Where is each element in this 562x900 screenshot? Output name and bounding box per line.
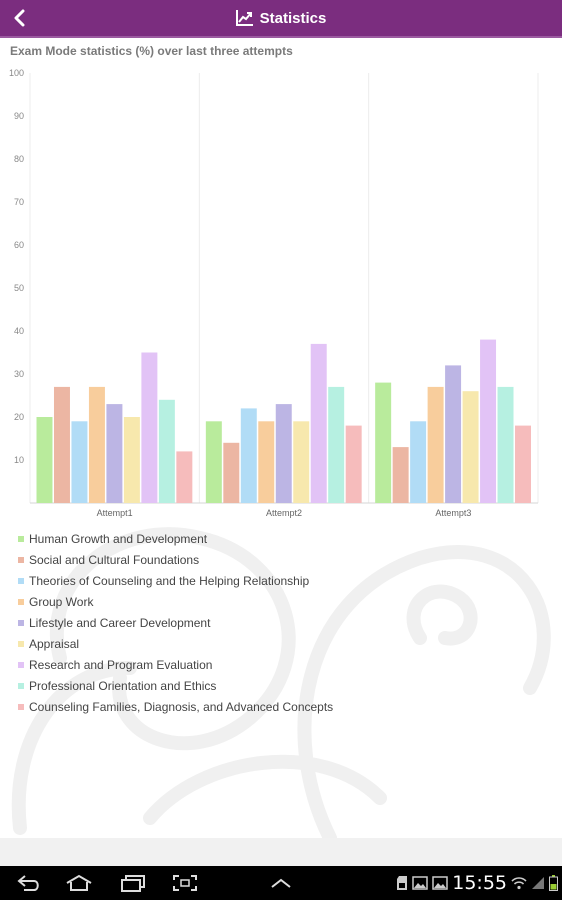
- bar: [515, 425, 531, 503]
- bar: [293, 421, 310, 503]
- gallery-icon: [412, 876, 428, 890]
- bar: [497, 386, 514, 503]
- chevron-left-icon: [14, 9, 25, 27]
- bar: [240, 408, 257, 503]
- recent-apps-icon: [121, 875, 145, 892]
- legend-item: Appraisal: [18, 633, 333, 654]
- sd-card-icon: [397, 876, 408, 890]
- wifi-icon: [511, 877, 527, 890]
- bar: [310, 343, 327, 503]
- content-area: Exam Mode statistics (%) over last three…: [0, 38, 562, 838]
- y-tick-label: 30: [14, 369, 24, 379]
- legend-item: Group Work: [18, 591, 333, 612]
- legend-item: Professional Orientation and Ethics: [18, 675, 333, 696]
- legend-item: Counseling Families, Diagnosis, and Adva…: [18, 696, 333, 717]
- legend-label: Professional Orientation and Ethics: [29, 678, 217, 693]
- legend-item: Lifestyle and Career Development: [18, 612, 333, 633]
- nav-screenshot-button[interactable]: [170, 870, 200, 896]
- x-tick-label: Attempt1: [97, 508, 133, 518]
- decorative-swirl-icon: [11, 527, 551, 838]
- bar: [88, 386, 105, 503]
- legend-swatch: [18, 661, 24, 668]
- bar: [176, 451, 193, 503]
- legend-label: Group Work: [29, 594, 94, 609]
- y-tick-label: 10: [14, 455, 24, 465]
- bar-chart: 10 20 30 40 50 60 70 80 90 100 Attempt1 Attempt2 Att…: [9, 68, 539, 518]
- bar: [445, 365, 462, 503]
- home-icon: [66, 874, 92, 891]
- bar: [427, 386, 444, 503]
- legend-label: Theories of Counseling and the Helping R…: [29, 573, 310, 588]
- back-icon: [17, 875, 39, 891]
- legend-swatch: [18, 535, 24, 542]
- bar: [71, 421, 88, 503]
- system-nav-bar: 15:55: [0, 866, 562, 900]
- bar: [410, 421, 427, 503]
- x-tick-label: Attempt3: [435, 508, 471, 518]
- legend-item: Social and Cultural Foundations: [18, 549, 333, 570]
- nav-recent-apps-button[interactable]: [118, 870, 148, 896]
- bar: [141, 352, 158, 503]
- chart-line-up-icon: [235, 10, 253, 26]
- chart-legend: Human Growth and Development Social and C…: [18, 528, 333, 717]
- bar: [53, 386, 70, 503]
- bar: [36, 417, 53, 503]
- bar: [223, 442, 240, 503]
- y-tick-label: 40: [14, 326, 24, 336]
- legend-label: Research and Program Evaluation: [29, 657, 213, 672]
- y-tick-label: 100: [9, 68, 24, 78]
- y-tick-label: 50: [14, 283, 24, 293]
- legend-swatch: [18, 640, 24, 647]
- legend-swatch: [18, 577, 24, 584]
- y-tick-label: 60: [14, 240, 24, 250]
- nav-back-button[interactable]: [14, 870, 44, 896]
- y-tick-label: 90: [14, 111, 24, 121]
- bar: [328, 386, 345, 503]
- legend-label: Social and Cultural Foundations: [29, 552, 200, 567]
- y-tick-label: 80: [14, 154, 24, 164]
- bar: [205, 421, 222, 503]
- bar: [258, 421, 275, 503]
- bar: [275, 404, 292, 503]
- legend-label: Lifestyle and Career Development: [29, 615, 211, 630]
- nav-menu-up-button[interactable]: [266, 870, 296, 896]
- title-wrap: Statistics: [0, 0, 562, 36]
- legend-label: Appraisal: [29, 636, 80, 651]
- status-area: 15:55: [396, 866, 558, 900]
- bar: [158, 399, 175, 503]
- legend-label: Counseling Families, Diagnosis, and Adva…: [29, 699, 334, 714]
- signal-icon: [532, 877, 544, 889]
- bar: [123, 417, 140, 503]
- bar: [106, 404, 123, 503]
- legend-label: Human Growth and Development: [29, 531, 208, 546]
- gallery-icon: [432, 876, 448, 890]
- legend-item: Theories of Counseling and the Helping R…: [18, 570, 333, 591]
- clock: 15:55: [452, 872, 507, 894]
- back-button[interactable]: [6, 4, 34, 32]
- nav-home-button[interactable]: [64, 870, 94, 896]
- y-tick-label: 70: [14, 197, 24, 207]
- legend-swatch: [18, 556, 24, 563]
- bar: [375, 382, 392, 503]
- screenshot-icon: [173, 875, 197, 891]
- legend-swatch: [18, 598, 24, 605]
- chart-title: Exam Mode statistics (%) over last three…: [10, 44, 293, 58]
- bottom-strip: [0, 838, 562, 866]
- bar: [345, 425, 362, 503]
- x-tick-label: Attempt2: [266, 508, 302, 518]
- bar: [392, 447, 409, 503]
- page-title: Statistics: [259, 9, 327, 27]
- bar: [462, 391, 479, 503]
- legend-item: Human Growth and Development: [18, 528, 333, 549]
- legend-item: Research and Program Evaluation: [18, 654, 333, 675]
- y-tick-label: 20: [14, 412, 24, 422]
- battery-icon: [549, 875, 558, 891]
- bar: [480, 339, 497, 503]
- legend-swatch: [18, 619, 24, 626]
- app-bar: Statistics: [0, 0, 562, 38]
- menu-up-icon: [271, 878, 291, 888]
- legend-swatch: [18, 682, 24, 689]
- legend-swatch: [18, 703, 24, 710]
